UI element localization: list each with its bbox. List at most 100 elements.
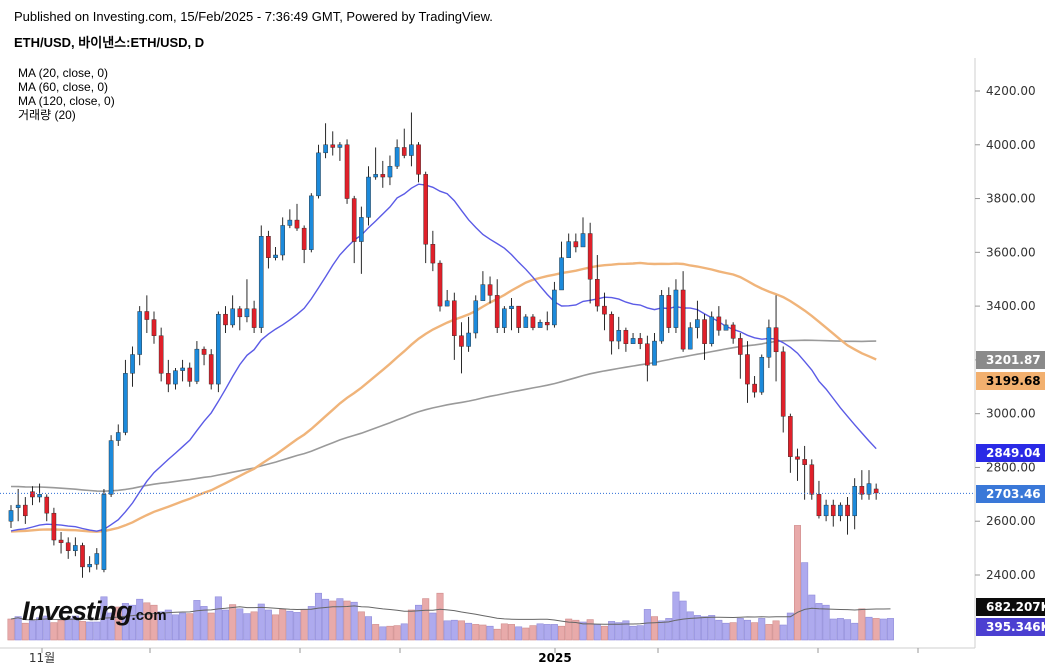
volume-bar bbox=[829, 618, 837, 641]
volume-bar bbox=[815, 603, 823, 641]
candle-body bbox=[480, 284, 486, 301]
volume-bar bbox=[250, 611, 258, 641]
candle-body bbox=[273, 254, 278, 258]
candle-body bbox=[780, 351, 786, 417]
volume-bar bbox=[114, 606, 122, 641]
volume-bar bbox=[729, 622, 737, 641]
ma120-line bbox=[10, 339, 877, 493]
volume-bar bbox=[14, 616, 22, 641]
volume-bar bbox=[858, 608, 866, 641]
legend-ma20[interactable]: MA (20, close, 0) bbox=[18, 66, 109, 80]
candle-body bbox=[316, 152, 321, 197]
volume-bar bbox=[107, 612, 115, 641]
candle-body bbox=[745, 354, 750, 385]
candle-body bbox=[595, 279, 600, 307]
volume-bar bbox=[693, 615, 701, 641]
candle-body bbox=[730, 324, 736, 339]
candle-body bbox=[208, 354, 214, 385]
ma120-price-tag-bg bbox=[976, 351, 1045, 369]
candle-body bbox=[680, 289, 686, 350]
candle-body bbox=[830, 504, 836, 517]
candle-body bbox=[330, 144, 336, 148]
volume-bar bbox=[851, 622, 859, 641]
volume-layer bbox=[7, 525, 894, 641]
volume-bar bbox=[715, 619, 723, 641]
time-axis: 11월 2025 bbox=[29, 648, 919, 665]
volume-bar bbox=[322, 598, 330, 641]
candle-body bbox=[165, 373, 171, 385]
volume-bar bbox=[129, 604, 137, 641]
candle-body bbox=[280, 225, 286, 256]
candle-body bbox=[602, 305, 607, 315]
candle-body bbox=[216, 313, 221, 385]
volume-tag-bg bbox=[976, 618, 1045, 636]
candle-body bbox=[409, 144, 414, 156]
candle-body bbox=[44, 496, 50, 514]
candle-body bbox=[552, 289, 557, 326]
volume-bar bbox=[350, 601, 358, 641]
candle-body bbox=[23, 504, 28, 517]
candle-body bbox=[337, 144, 343, 148]
price-tick-label: 4000.00 bbox=[986, 138, 1036, 152]
candle-body bbox=[587, 233, 593, 280]
volume-bar bbox=[865, 616, 873, 641]
volume-bar bbox=[264, 609, 272, 641]
price-tick-label: 2400.00 bbox=[986, 568, 1036, 582]
price-tick-label: 3600.00 bbox=[986, 245, 1036, 259]
candle-body bbox=[180, 367, 185, 371]
legend-volume[interactable]: 거래량 (20) bbox=[18, 108, 76, 122]
candle-body bbox=[716, 316, 722, 331]
volume-bar bbox=[457, 620, 465, 641]
candle-body bbox=[387, 166, 393, 178]
candle-body bbox=[802, 459, 807, 465]
candle-body bbox=[766, 327, 772, 358]
volume-bar bbox=[400, 623, 408, 641]
candle-body bbox=[473, 300, 479, 334]
volume-bar bbox=[450, 619, 458, 641]
volume-bar bbox=[257, 603, 265, 641]
candle-body bbox=[487, 284, 493, 296]
candle-body bbox=[502, 308, 507, 328]
candle-body bbox=[30, 491, 35, 498]
candle-body bbox=[673, 289, 679, 328]
volume-bar bbox=[515, 626, 523, 641]
volume-bar bbox=[565, 618, 573, 641]
volume-ma-line bbox=[10, 605, 891, 625]
volume-bar bbox=[436, 592, 444, 641]
candle-body bbox=[759, 357, 765, 393]
candle-body bbox=[173, 370, 178, 385]
volume-bar bbox=[658, 620, 666, 641]
volume-bar bbox=[579, 621, 587, 641]
volume-bar bbox=[600, 625, 608, 641]
volume-bar bbox=[507, 624, 515, 641]
candle-body bbox=[852, 486, 857, 517]
candle-body bbox=[537, 322, 543, 328]
candle-body bbox=[637, 338, 643, 344]
candle-body bbox=[509, 305, 514, 310]
volume-bar bbox=[379, 626, 387, 641]
candle-body bbox=[866, 483, 872, 495]
volume-bar bbox=[536, 623, 544, 641]
volume-bar bbox=[229, 604, 237, 641]
ma20-price-tag: 2849.04 bbox=[986, 446, 1041, 460]
candle-body bbox=[687, 327, 693, 350]
legend-ma60[interactable]: MA (60, close, 0) bbox=[18, 80, 109, 94]
volume-bar bbox=[679, 600, 687, 641]
volume-bar bbox=[157, 611, 165, 641]
volume-bar bbox=[193, 600, 201, 641]
volume-bar bbox=[136, 598, 144, 641]
candle-body bbox=[87, 564, 92, 568]
volume-bar bbox=[286, 610, 294, 641]
volume-bar bbox=[64, 618, 72, 641]
price-tick-label: 3800.00 bbox=[986, 192, 1036, 206]
legend-ma120[interactable]: MA (120, close, 0) bbox=[18, 94, 115, 108]
volume-bar bbox=[593, 624, 601, 641]
candles-layer bbox=[8, 112, 879, 578]
volume-bar bbox=[186, 613, 194, 641]
candle-body bbox=[94, 553, 100, 565]
volume-bar bbox=[493, 628, 501, 641]
candle-body bbox=[394, 147, 400, 167]
candle-body bbox=[544, 322, 550, 326]
candle-body bbox=[201, 348, 207, 355]
